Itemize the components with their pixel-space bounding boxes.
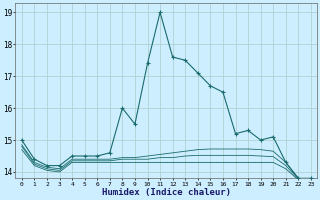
X-axis label: Humidex (Indice chaleur): Humidex (Indice chaleur) [102, 188, 231, 197]
